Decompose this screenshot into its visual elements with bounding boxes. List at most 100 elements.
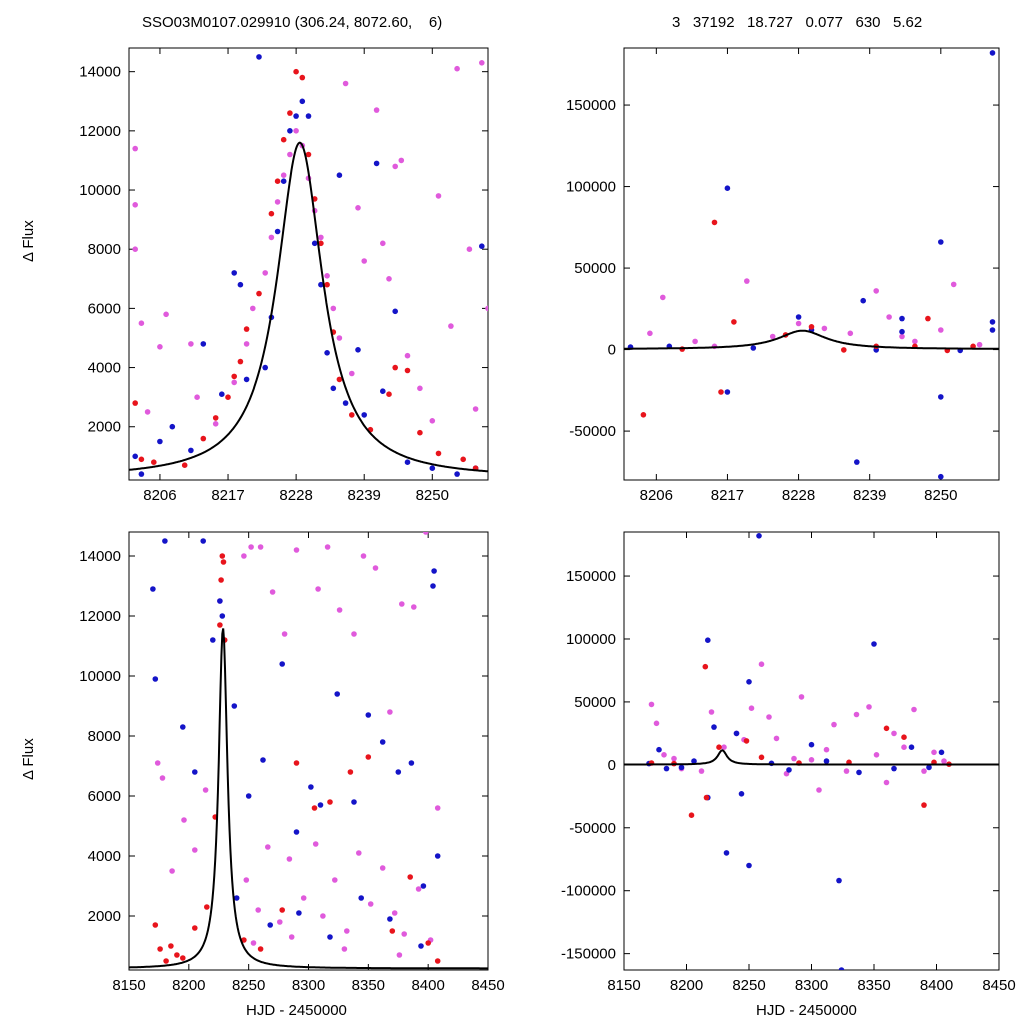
- data-point: [154, 760, 161, 766]
- data-point: [188, 341, 194, 347]
- data-point: [901, 744, 907, 750]
- data-point: [268, 234, 275, 241]
- data-point: [138, 471, 145, 477]
- data-point: [692, 338, 698, 345]
- data-point: [756, 533, 762, 539]
- x-tick-label: 8250: [416, 487, 449, 504]
- data-point: [708, 709, 715, 715]
- data-point: [846, 759, 852, 766]
- data-point: [423, 532, 429, 535]
- data-point: [355, 347, 361, 353]
- x-tick-label: 8228: [279, 487, 312, 504]
- data-point: [299, 98, 306, 105]
- data-point: [389, 928, 396, 934]
- data-point: [202, 787, 209, 793]
- data-point: [773, 735, 780, 742]
- x-tick-label: 8300: [795, 977, 828, 994]
- points-bottom-left: [129, 532, 488, 970]
- data-point: [225, 394, 231, 401]
- data-point: [336, 335, 343, 341]
- data-point: [260, 757, 266, 763]
- data-point: [265, 844, 271, 850]
- data-point: [144, 409, 151, 415]
- data-point: [640, 412, 647, 418]
- data-point: [435, 193, 442, 199]
- data-point: [262, 364, 269, 371]
- data-point: [679, 346, 685, 352]
- data-point: [243, 341, 250, 347]
- data-point: [287, 110, 293, 116]
- data-point: [921, 768, 927, 774]
- data-point: [786, 767, 792, 773]
- data-point: [159, 775, 166, 781]
- data-point: [311, 207, 318, 214]
- data-point: [243, 376, 250, 383]
- data-point: [386, 391, 392, 398]
- x-tick-label: 8250: [732, 977, 765, 994]
- data-point: [296, 910, 302, 916]
- data-point: [330, 329, 337, 335]
- data-point: [163, 311, 169, 318]
- data-point: [816, 787, 822, 793]
- data-point: [408, 760, 415, 766]
- data-point: [479, 60, 485, 66]
- data-point: [711, 724, 717, 730]
- data-point: [866, 704, 872, 710]
- data-point: [305, 113, 312, 119]
- data-point: [678, 765, 685, 772]
- data-point: [648, 701, 655, 708]
- data-point: [723, 850, 730, 856]
- data-point: [300, 895, 307, 901]
- data-point: [336, 376, 343, 383]
- data-point: [395, 769, 402, 775]
- x-tick-label: 8450: [982, 977, 1015, 994]
- data-point: [748, 705, 755, 711]
- data-point: [798, 694, 805, 700]
- data-point: [417, 429, 423, 436]
- data-point: [324, 273, 330, 279]
- data-point: [873, 347, 879, 353]
- data-point: [944, 347, 951, 354]
- data-point: [151, 459, 157, 466]
- data-point: [946, 761, 952, 767]
- data-point: [256, 54, 262, 60]
- data-point: [711, 219, 718, 226]
- data-point: [454, 65, 460, 72]
- points-bottom-right: [624, 533, 999, 970]
- data-point: [404, 352, 411, 359]
- data-point: [823, 758, 830, 764]
- data-point: [204, 904, 210, 910]
- panel-top-left: 8206 8217 8228 8239 8250 2000 4000 6000 8000 1000…: [79, 47, 489, 504]
- data-point: [243, 877, 250, 883]
- data-point: [702, 663, 709, 670]
- data-point: [262, 270, 269, 276]
- data-point: [287, 151, 293, 158]
- data-point: [721, 744, 727, 750]
- data-point: [883, 725, 890, 732]
- data-point: [724, 185, 731, 191]
- x-tick-label: 8450: [471, 977, 504, 994]
- data-point: [287, 128, 293, 134]
- data-point: [941, 758, 947, 764]
- data-point: [899, 333, 905, 340]
- data-point: [891, 765, 897, 772]
- data-point: [479, 243, 485, 249]
- model-curve: [624, 749, 999, 766]
- data-point: [280, 178, 287, 184]
- data-point: [257, 544, 264, 550]
- data-point: [744, 278, 750, 284]
- data-point: [472, 465, 479, 472]
- data-point: [318, 234, 324, 241]
- data-point: [386, 276, 392, 282]
- data-point: [688, 812, 695, 818]
- data-point: [293, 68, 299, 75]
- data-point: [181, 462, 188, 469]
- x-tick-label: 8200: [670, 977, 703, 994]
- data-point: [194, 394, 200, 401]
- data-point: [279, 907, 286, 913]
- data-point: [703, 794, 710, 801]
- data-point: [288, 934, 295, 940]
- data-point: [398, 157, 405, 164]
- data-point: [174, 952, 180, 958]
- data-point: [336, 607, 343, 613]
